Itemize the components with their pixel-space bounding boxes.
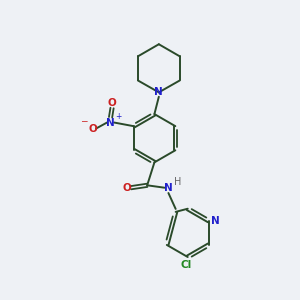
Text: Cl: Cl [181,260,192,270]
Text: N: N [211,216,220,226]
Text: H: H [174,177,181,187]
Text: O: O [88,124,97,134]
Text: +: + [116,112,122,121]
Text: −: − [80,117,88,126]
Text: N: N [106,118,115,128]
Text: N: N [164,183,173,193]
Text: O: O [123,183,132,193]
Text: O: O [108,98,116,108]
Text: N: N [154,87,163,97]
